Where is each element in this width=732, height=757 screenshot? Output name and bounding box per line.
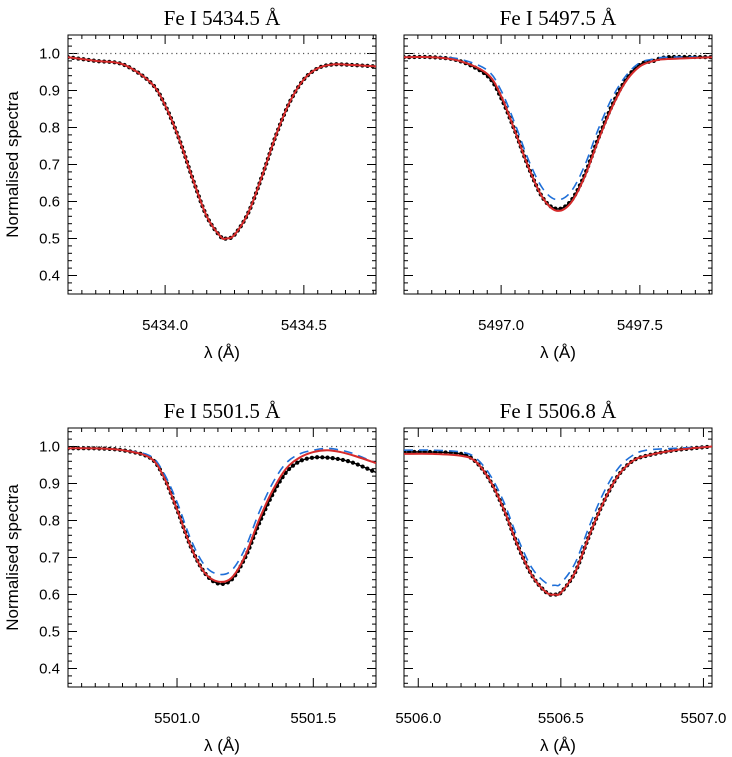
model-solid-line (404, 445, 712, 596)
observed-spectrum-line (68, 56, 376, 240)
plot-area (68, 445, 376, 587)
observed-point (304, 456, 309, 461)
observed-spectrum-line (68, 447, 376, 585)
model-dashed-line (404, 56, 712, 201)
panel-title: Fe I 5506.8 Å (500, 399, 617, 423)
model-dashed-line (404, 445, 712, 587)
panel-title: Fe I 5501.5 Å (164, 399, 281, 423)
observed-point (340, 457, 346, 463)
spectrum-panel-3: Fe I 5501.5 Å 0.4 0.5 0.6 0.7 0.8 0.9 1.0 5501.0… (3, 399, 377, 755)
panel-title: Fe I 5497.5 Å (500, 6, 617, 30)
x-tick-label: 5434.5 (281, 317, 327, 334)
plot-frame (403, 34, 713, 295)
observed-point (295, 460, 300, 465)
x-tick-label: 5506.0 (395, 710, 441, 727)
x-axis-label: λ (Å) (204, 736, 240, 755)
observed-point (350, 460, 356, 465)
observed-point (286, 466, 292, 472)
observed-point (370, 468, 375, 473)
plot-area (404, 444, 712, 597)
y-tick-label: 1.0 (39, 439, 60, 456)
spectrum-panel-4: Fe I 5506.8 Å 5506.0 5506.5 5507.0 λ (Å) (395, 399, 726, 755)
observed-point (335, 456, 340, 462)
observed-point (355, 462, 360, 467)
y-tick-label: 0.8 (39, 120, 60, 137)
y-tick-label: 0.5 (39, 231, 60, 248)
y-tick-label: 0.9 (39, 476, 60, 493)
observed-spectrum-line (404, 56, 712, 210)
model-solid-line (68, 56, 376, 241)
observed-point (365, 466, 370, 471)
y-tick-label: 1.0 (39, 46, 60, 63)
plot-frame (67, 34, 377, 295)
x-axis-label: λ (Å) (540, 736, 576, 755)
y-tick-label: 0.5 (39, 624, 60, 641)
model-dashed-line (68, 447, 376, 576)
observed-point (330, 456, 335, 461)
observed-point (345, 459, 351, 464)
observed-point (325, 455, 330, 460)
observed-point (309, 455, 315, 460)
y-tick-label: 0.4 (39, 268, 60, 285)
spectrum-panel-2: Fe I 5497.5 Å 5497.0 5497.5 λ (Å) (403, 6, 713, 362)
observed-point (299, 458, 304, 463)
model-solid-line (68, 447, 376, 583)
y-tick-label: 0.9 (39, 83, 60, 100)
x-axis-label: λ (Å) (204, 343, 240, 362)
x-tick-label: 5507.0 (680, 710, 726, 727)
x-tick-label: 5497.5 (617, 317, 663, 334)
y-tick-label: 0.6 (39, 194, 60, 211)
plot-frame (67, 427, 377, 688)
plot-area (68, 52, 376, 241)
observed-point (360, 464, 365, 469)
spectrum-panel-1: Fe I 5434.5 Å 0.4 0.5 0.6 0.7 0.8 0.9 1.0 5434.0… (3, 6, 377, 362)
plot-frame (403, 427, 713, 688)
y-tick-label: 0.7 (39, 550, 60, 567)
panel-title: Fe I 5434.5 Å (164, 6, 281, 30)
observed-point (320, 455, 325, 460)
y-axis-label: Normalised spectra (3, 484, 22, 631)
y-tick-label: 0.7 (39, 157, 60, 174)
x-tick-label: 5506.5 (538, 710, 584, 727)
x-tick-label: 5501.0 (154, 710, 200, 727)
x-axis-label: λ (Å) (540, 343, 576, 362)
y-tick-label: 0.4 (39, 661, 60, 678)
y-tick-label: 0.8 (39, 513, 60, 530)
model-solid-line (404, 55, 712, 212)
plot-area (404, 52, 712, 212)
observed-point (315, 455, 320, 460)
observed-spectrum-line (404, 445, 712, 596)
y-axis-label: Normalised spectra (3, 91, 22, 238)
x-tick-label: 5434.0 (142, 317, 188, 334)
y-tick-label: 0.6 (39, 587, 60, 604)
observed-point (290, 463, 296, 468)
x-tick-label: 5501.5 (290, 710, 336, 727)
x-tick-label: 5497.0 (478, 317, 524, 334)
